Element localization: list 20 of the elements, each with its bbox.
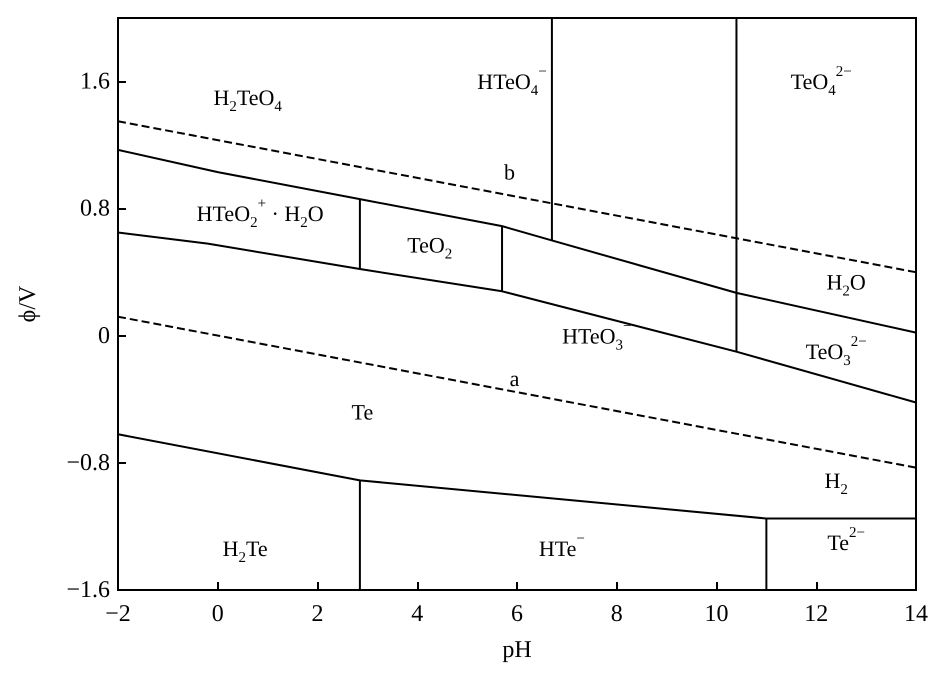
y-tick-label: 0.8 [80,196,110,222]
x-tick-label: 6 [511,601,523,627]
x-tick-label: 0 [212,601,224,627]
annotation: a [510,366,520,392]
x-tick-label: 8 [610,601,623,627]
annotation: b [504,160,516,185]
x-tick-label: 14 [904,601,928,627]
annotation: HTe− [538,531,585,562]
y-axis-title: ϕ/V [15,285,41,322]
x-axis-title: pH [502,637,532,663]
y-tick-label: −1.6 [66,577,110,603]
x-tick-label: −2 [105,601,131,627]
y-tick-label: −0.8 [66,450,110,476]
y-tick-label: 0 [98,322,110,349]
annotation: Te [352,400,374,425]
x-tick-label: 12 [804,601,828,627]
x-tick-label: 4 [411,601,424,627]
x-tick-label: 2 [312,601,324,627]
x-tick-label: 10 [704,601,728,627]
y-tick-label: 1.6 [80,68,110,95]
